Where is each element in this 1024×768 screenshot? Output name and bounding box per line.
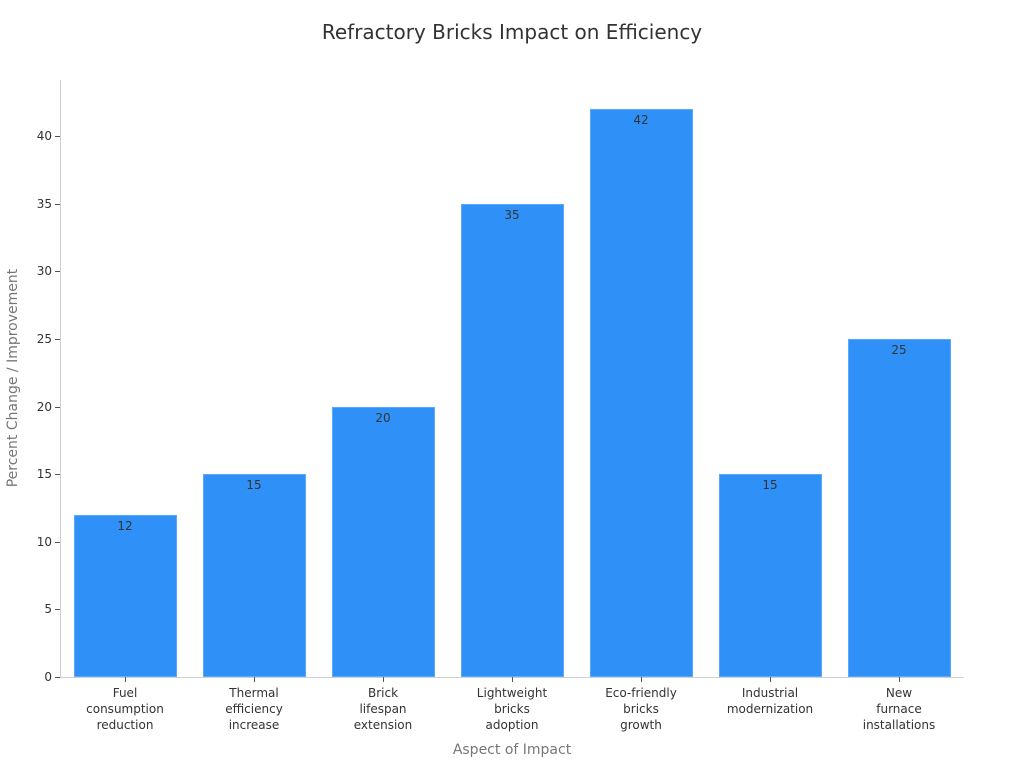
y-tick-label: 25 (36, 331, 52, 346)
y-tick-label: 30 (36, 264, 52, 279)
y-tick: 30 (0, 264, 60, 278)
y-tick-label: 35 (36, 196, 52, 211)
y-tick-mark (55, 136, 60, 137)
y-axis-line (60, 80, 61, 678)
chart-title: Refractory Bricks Impact on Efficiency (321, 20, 703, 44)
bar-value-label: 25 (891, 342, 907, 357)
x-tick: Thermal efficiency increase (190, 677, 318, 733)
y-tick: 25 (0, 332, 60, 346)
y-tick: 0 (0, 670, 60, 684)
bar-value-label: 35 (504, 207, 520, 222)
y-tick: 35 (0, 197, 60, 211)
x-tick-mark (898, 677, 900, 682)
y-tick-mark (55, 271, 60, 273)
x-tick-label: Eco-friendly bricks growth (605, 686, 677, 732)
bar-value-label: 15 (246, 478, 262, 493)
x-tick: New furnace installations (835, 677, 963, 733)
x-tick-label: New furnace installations (862, 686, 936, 732)
y-tick-label: 0 (44, 670, 52, 684)
y-tick: 20 (0, 400, 60, 414)
x-tick-label: Industrial modernization (726, 686, 814, 716)
plot-area: 12 15 20 35 42 15 25 (60, 80, 963, 677)
bar-value-label: 42 (633, 112, 649, 127)
y-tick-mark (55, 474, 60, 476)
bar[interactable]: 12 (73, 514, 177, 677)
bar-value-label: 20 (375, 410, 391, 425)
x-tick-mark (253, 677, 255, 682)
y-tick-mark (55, 406, 60, 408)
bar[interactable]: 15 (718, 474, 822, 677)
x-tick: Industrial modernization (706, 677, 834, 717)
y-tick: 40 (0, 129, 60, 143)
y-tick-mark (55, 203, 60, 205)
bar[interactable]: 25 (847, 338, 951, 677)
y-tick-mark (55, 541, 60, 543)
x-axis-label: Aspect of Impact (452, 742, 572, 758)
x-tick-label: Fuel consumption reduction (86, 686, 164, 732)
y-tick-mark (55, 609, 60, 611)
y-tick: 10 (0, 535, 60, 549)
x-tick-label: Brick lifespan extension (353, 686, 413, 732)
x-tick-mark (511, 677, 513, 682)
x-tick-mark (124, 677, 126, 682)
bar[interactable]: 20 (331, 406, 435, 677)
y-tick-label: 40 (36, 129, 52, 143)
x-tick: Lightweight bricks adoption (448, 677, 576, 733)
y-tick: 5 (0, 602, 60, 616)
bar[interactable]: 35 (460, 203, 564, 677)
x-tick: Fuel consumption reduction (61, 677, 189, 733)
x-tick-mark (640, 677, 642, 682)
y-tick: 15 (0, 467, 60, 481)
x-tick-label: Lightweight bricks adoption (476, 686, 548, 732)
x-tick-mark (769, 677, 771, 682)
y-tick-mark (55, 338, 60, 340)
bar-value-label: 12 (117, 518, 133, 533)
bar[interactable]: 15 (202, 474, 306, 677)
bar-value-label: 15 (762, 478, 778, 493)
bar[interactable]: 42 (589, 108, 693, 677)
x-tick: Eco-friendly bricks growth (577, 677, 705, 733)
y-axis-label: Percent Change / Improvement (5, 268, 21, 488)
x-tick-mark (382, 677, 384, 682)
x-tick-label: Thermal efficiency increase (225, 686, 283, 732)
y-tick-label: 20 (36, 399, 52, 414)
x-tick: Brick lifespan extension (319, 677, 447, 733)
y-tick-label: 15 (36, 467, 52, 482)
y-tick-label: 5 (44, 602, 52, 617)
y-tick-label: 10 (36, 534, 52, 549)
y-tick-mark (55, 677, 60, 678)
